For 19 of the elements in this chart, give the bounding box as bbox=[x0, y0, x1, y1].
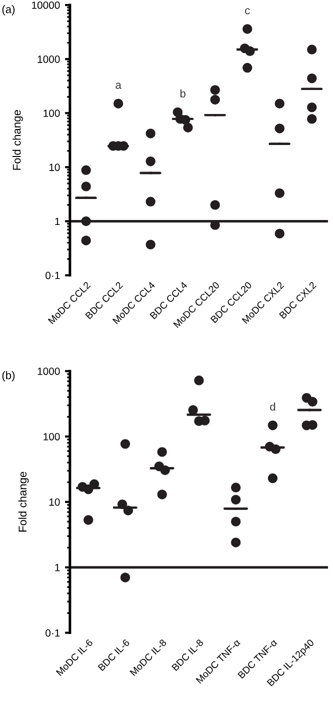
annotation: a bbox=[116, 82, 122, 89]
y-tick-label: 10000 bbox=[32, 2, 60, 9]
y-tick-label: 1 bbox=[55, 218, 60, 225]
y-tick-label: 10 bbox=[49, 498, 60, 506]
y-tick-label: 1000 bbox=[38, 56, 60, 63]
annotation: c bbox=[245, 8, 250, 14]
chart-title: (b) bbox=[2, 371, 15, 382]
y-tick-label: 1 bbox=[55, 564, 60, 572]
y-tick-label: 10 bbox=[49, 164, 60, 172]
y-axis-title: Fold change bbox=[18, 472, 29, 532]
annotation: b bbox=[180, 89, 186, 98]
y-tick-label: 100 bbox=[44, 433, 60, 440]
y-tick-label: 0·1 bbox=[46, 629, 60, 637]
chart-title: (a) bbox=[2, 5, 15, 16]
y-tick-label: 100 bbox=[44, 110, 60, 117]
y-tick-label: 0·1 bbox=[46, 272, 60, 280]
annotation: d bbox=[270, 402, 276, 411]
y-tick-label: 1000 bbox=[38, 368, 60, 375]
y-axis-title: Fold change bbox=[12, 110, 23, 170]
